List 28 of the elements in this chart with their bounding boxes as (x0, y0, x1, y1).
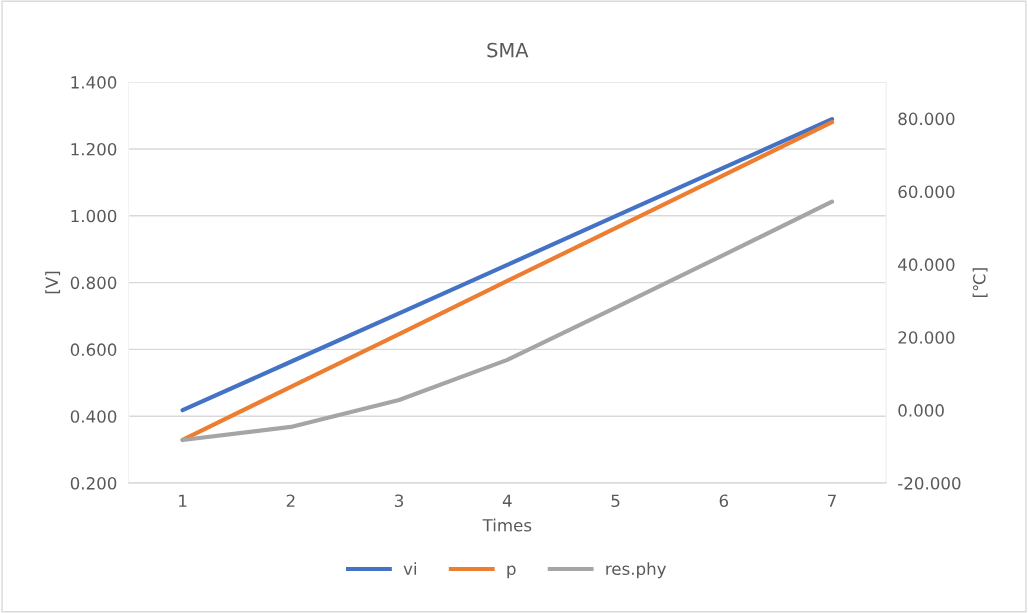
y-tick-label: 0.200 (70, 477, 117, 490)
x-tick-label: 6 (719, 494, 729, 508)
legend-label: vi (403, 562, 417, 575)
x-axis-title: Times (482, 518, 532, 532)
x-tick-label: 2 (286, 494, 295, 507)
y2-axis-title: [℃] (972, 268, 988, 298)
y2-tick-label: -20.000 (898, 477, 961, 490)
y-tick-label: 1.000 (71, 209, 117, 223)
x-tick-label: 4 (502, 494, 512, 507)
y2-tick-label: 20.000 (898, 331, 955, 344)
y2-tick-label: 80.000 (898, 112, 955, 126)
chart-title: SMA (487, 42, 529, 58)
y-tick-label: 1.400 (71, 76, 117, 89)
y-tick-label: 0.800 (70, 276, 117, 290)
x-tick-label: 5 (611, 494, 620, 508)
y2-tick-label: 60.000 (898, 185, 955, 199)
x-tick-label: 1 (179, 494, 187, 507)
y-tick-label: 1.200 (71, 142, 117, 156)
x-tick-label: 3 (395, 494, 404, 508)
y-tick-label: 0.400 (70, 410, 117, 423)
x-tick-label: 7 (828, 494, 836, 507)
legend-label: p (507, 565, 516, 579)
line-series (180, 199, 835, 443)
y2-tick-label: 40.000 (898, 258, 955, 271)
legend-label: res.phy (606, 562, 667, 579)
y-axis-title: [V] (45, 271, 61, 294)
y-tick-label: 0.600 (70, 343, 117, 356)
y2-tick-label: 0.000 (898, 404, 944, 417)
